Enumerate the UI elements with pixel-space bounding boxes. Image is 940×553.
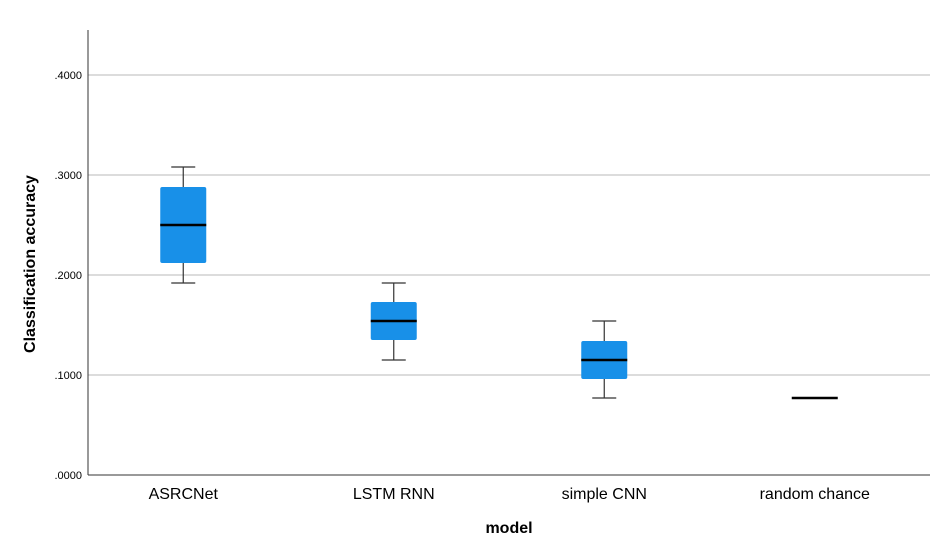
y-tick-label: .1000 [54,370,82,382]
y-axis-title: Classification accuracy [22,175,39,353]
y-tick-label: .0000 [54,470,82,482]
x-axis-title: model [485,520,532,537]
x-category-label: ASRCNet [149,486,219,503]
y-tick-label: .4000 [54,70,82,82]
y-tick-labels: .0000 .1000 .2000 .3000 .4000 [54,70,82,482]
grid-lines [88,74,930,376]
y-tick-label: .3000 [54,170,82,182]
box-asrcnet [160,166,207,284]
x-category-labels: ASRCNet LSTM RNN simple CNN random chance [149,486,870,503]
x-category-label: simple CNN [562,486,647,503]
x-category-label: random chance [760,486,870,503]
x-category-label: LSTM RNN [353,486,435,503]
box-simple-cnn [581,320,628,399]
boxes [160,166,838,400]
y-tick-label: .2000 [54,270,82,282]
axes [87,30,930,476]
box-lstm-rnn [370,282,417,361]
